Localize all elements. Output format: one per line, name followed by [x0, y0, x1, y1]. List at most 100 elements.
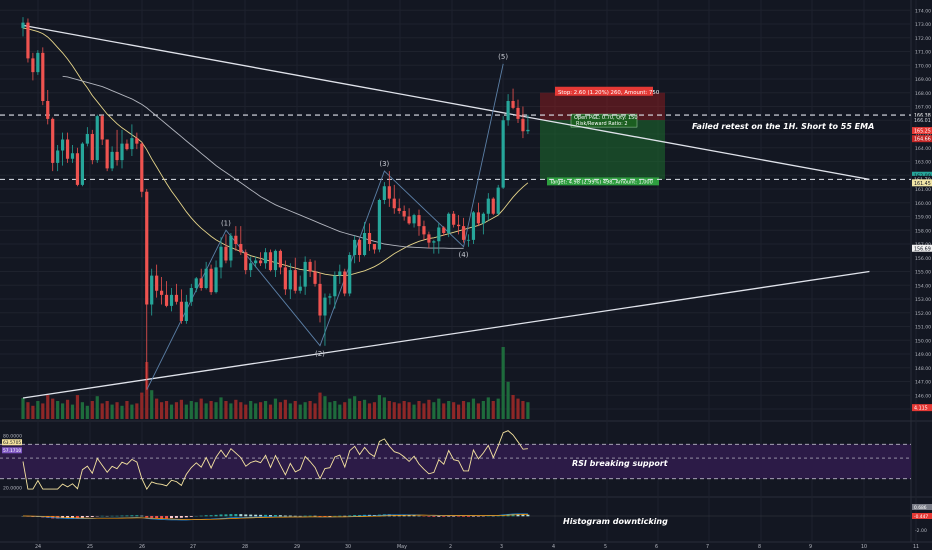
volume-bar: [461, 401, 466, 419]
candle-body: [174, 294, 179, 302]
wave-label: (4): [459, 251, 469, 259]
price-tick-label: 150.00: [915, 338, 931, 344]
volume-bar: [31, 405, 35, 419]
histogram-bar: [71, 516, 74, 519]
candle-body: [343, 271, 347, 294]
candle-body: [461, 226, 466, 240]
histogram-bar: [521, 514, 525, 517]
trendline: [22, 270, 870, 399]
rsi-level-box: [2, 447, 22, 454]
histogram-bar: [145, 516, 149, 518]
volume-bar: [422, 403, 426, 419]
price-tick-label: 173.00: [915, 22, 931, 28]
histogram-bar: [442, 516, 446, 517]
volume-bar: [397, 403, 401, 419]
volume-bar: [412, 404, 416, 419]
candle-body: [348, 255, 352, 294]
candle-body: [229, 235, 233, 261]
histogram-bar: [471, 516, 475, 517]
price-tick-label: 168.00: [915, 91, 931, 97]
volume-bar: [308, 401, 312, 419]
short-position-tool[interactable]: Stop: 2.60 (1.20%) 260, Amount: 750 Open …: [540, 86, 665, 186]
candle-body: [516, 107, 520, 119]
candle-body: [249, 263, 253, 271]
volume-bar: [496, 398, 500, 419]
volume-bar: [387, 401, 391, 419]
rsi-band: [0, 444, 911, 479]
candle-body: [115, 151, 119, 161]
volume-bar: [70, 404, 75, 419]
candle-body: [318, 283, 322, 316]
candle-body: [145, 191, 149, 305]
rsi-value-box: [2, 439, 22, 446]
volume-bar: [189, 401, 193, 419]
signal-line: [23, 514, 528, 520]
risk-reward-label: Risk/Reward Ratio: 2: [576, 121, 628, 127]
candle-body: [41, 52, 45, 101]
candle-body: [407, 216, 411, 224]
macd-scale-label: -2.00: [915, 528, 927, 534]
volume-bar: [318, 392, 322, 419]
price-tick-label: 153.00: [915, 297, 931, 303]
candle-body: [293, 270, 297, 291]
candle-body: [437, 227, 441, 242]
volume-bar: [506, 381, 510, 419]
histogram-bar: [80, 516, 84, 518]
volume-bars: [21, 347, 530, 419]
volume-bar: [204, 403, 208, 419]
candle-body: [234, 235, 238, 244]
moving-average-line: [62, 75, 464, 249]
candle-body: [61, 139, 65, 151]
histogram-bar: [288, 515, 292, 517]
candle-body: [56, 150, 60, 163]
volume-bar: [95, 396, 99, 419]
price-tick-label: 159.00: [915, 215, 931, 221]
rsi-panel[interactable]: 80.0000 20.0000 63.5705 57.1710: [0, 430, 911, 492]
histogram-bar: [432, 516, 436, 517]
time-tick-label: 2: [449, 544, 452, 550]
histogram-bar: [264, 514, 268, 517]
drawn-lines[interactable]: [0, 24, 911, 399]
macd-hist-box: [912, 513, 932, 519]
rsi-line: [22, 430, 528, 491]
histogram-bar: [407, 515, 411, 517]
volume-bar: [303, 402, 307, 419]
candle-body: [476, 212, 480, 224]
volume-bar: [65, 399, 70, 419]
candle-body: [313, 271, 317, 284]
volume-bar: [194, 402, 198, 419]
histogram-bar: [184, 516, 188, 518]
candle-body: [219, 246, 223, 268]
price-tick-label: 169.00: [915, 77, 931, 83]
histogram-bar: [338, 515, 342, 517]
open-pl-label: Open P&L: 0.70, Qty: 150: [574, 115, 638, 121]
elliott-wave-pattern[interactable]: (1) (2) (3) (4) (5): [146, 53, 509, 390]
target-label: Target: 4.98 (2.99%) 498, Amount: 1,000: [549, 179, 653, 185]
target-zone: [540, 120, 665, 180]
price-axis[interactable]: 174.00 173.00 172.00 171.00 170.00 169.00 168.…: [912, 8, 932, 413]
candle-body: [412, 215, 416, 224]
histogram-bar: [343, 515, 347, 517]
histogram-bar: [269, 515, 272, 517]
histogram-bar: [452, 516, 456, 517]
volume-bar: [174, 402, 179, 419]
time-tick-label: 11: [913, 544, 919, 550]
time-tick-label: 24: [35, 544, 41, 550]
macd-panel[interactable]: 0.000-2.000.686-0.447: [0, 504, 932, 534]
histogram-bar: [214, 514, 218, 517]
candle-body: [402, 211, 406, 217]
candle-body: [422, 226, 426, 235]
wave-path: [146, 63, 504, 390]
volume-bar: [249, 401, 253, 419]
candle-body: [397, 208, 401, 211]
price-tick-label: 154.00: [915, 283, 931, 289]
candle-body: [259, 260, 263, 264]
volume-bar: [209, 401, 213, 419]
volume-bar: [145, 362, 149, 419]
time-axis[interactable]: 24 25 26 27 28 29 30 May 2 3 4 5 6 7 8 9 10 11: [35, 544, 919, 550]
candle-body: [36, 52, 40, 73]
candle-body: [362, 233, 367, 255]
annotation-failed-retest: Failed retest on the 1H. Short to 55 EMA: [692, 122, 874, 131]
candle-body: [189, 288, 193, 302]
